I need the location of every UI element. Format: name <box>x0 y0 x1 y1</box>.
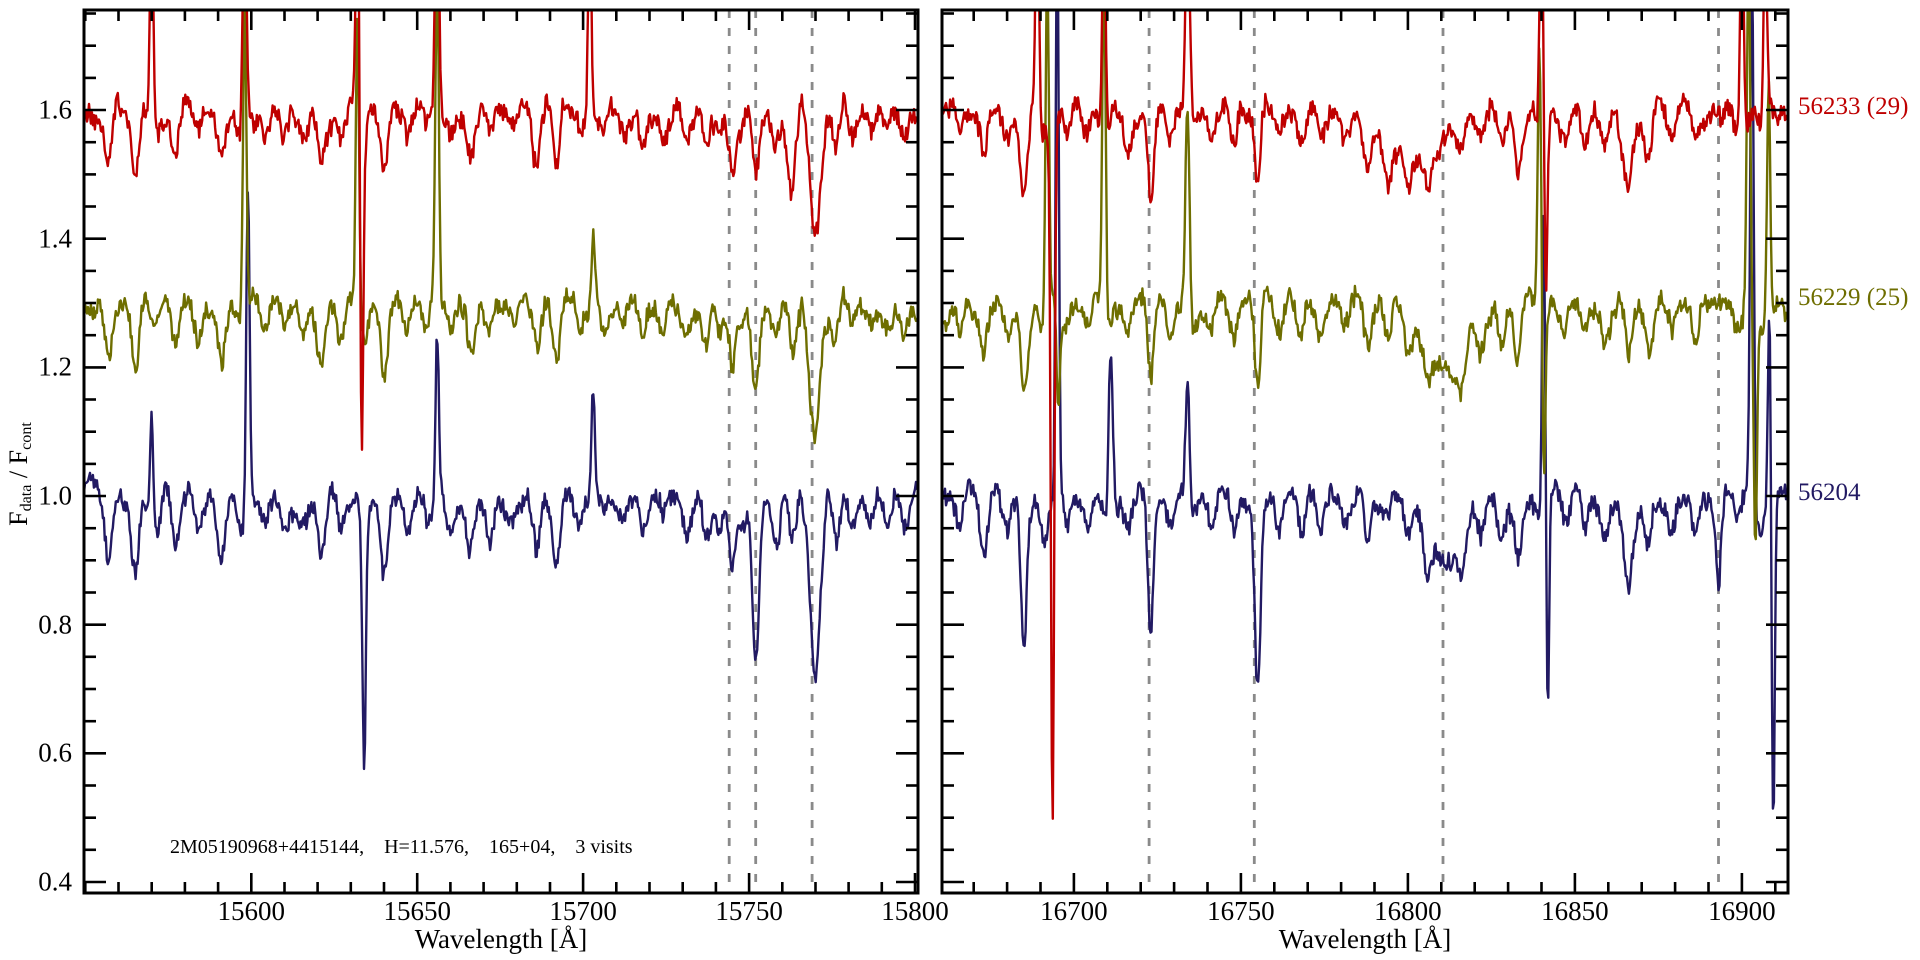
target-annotation: 2M05190968+4415144, H=11.576, 165+04, 3 … <box>170 836 633 858</box>
y-tick-label: 0.6 <box>38 737 72 768</box>
x-tick-label: 15800 <box>881 896 949 926</box>
y-tick-label: 1.6 <box>38 94 72 125</box>
series-label-56204: 56204 <box>1798 478 1861 506</box>
spectrum-56233 <box>84 10 918 451</box>
y-tick-label: 1.4 <box>38 222 72 253</box>
y-tick-label: 0.4 <box>38 866 72 897</box>
spectrum-56233 <box>942 10 1788 820</box>
panel-frame <box>82 8 920 895</box>
x-tick-label: 15700 <box>549 896 617 926</box>
spectrum-56204 <box>84 191 918 771</box>
series-label-56233: 56233 (29) <box>1798 92 1909 120</box>
x-tick-label: 16850 <box>1541 896 1609 926</box>
x-tick-label: 16750 <box>1207 896 1275 926</box>
y-tick-label: 1.2 <box>38 351 72 382</box>
left-panel <box>84 10 918 893</box>
x-axis-title: Wavelength [Å] <box>414 924 588 954</box>
series-label-56229: 56229 (25) <box>1798 283 1909 311</box>
x-tick-label: 15600 <box>217 896 286 926</box>
y-axis-title-sub-cont: cont <box>17 422 35 450</box>
panel-frame <box>940 8 1790 895</box>
right-panel <box>942 10 1788 893</box>
y-tick-label: 0.8 <box>38 608 72 639</box>
spectrum-56229 <box>84 10 918 445</box>
x-tick-label: 16800 <box>1374 896 1442 926</box>
x-tick-label: 16700 <box>1040 896 1108 926</box>
x-tick-label: 15750 <box>715 896 783 926</box>
x-tick-label: 15650 <box>383 896 451 926</box>
spectrum-56229 <box>942 10 1788 541</box>
y-tick-label: 1.0 <box>38 480 72 511</box>
y-axis-title: Fdata / Fcont <box>4 422 35 526</box>
spectrum-56204 <box>942 10 1788 810</box>
x-tick-label: 16900 <box>1708 896 1776 926</box>
x-axis-title: Wavelength [Å] <box>1278 924 1452 954</box>
